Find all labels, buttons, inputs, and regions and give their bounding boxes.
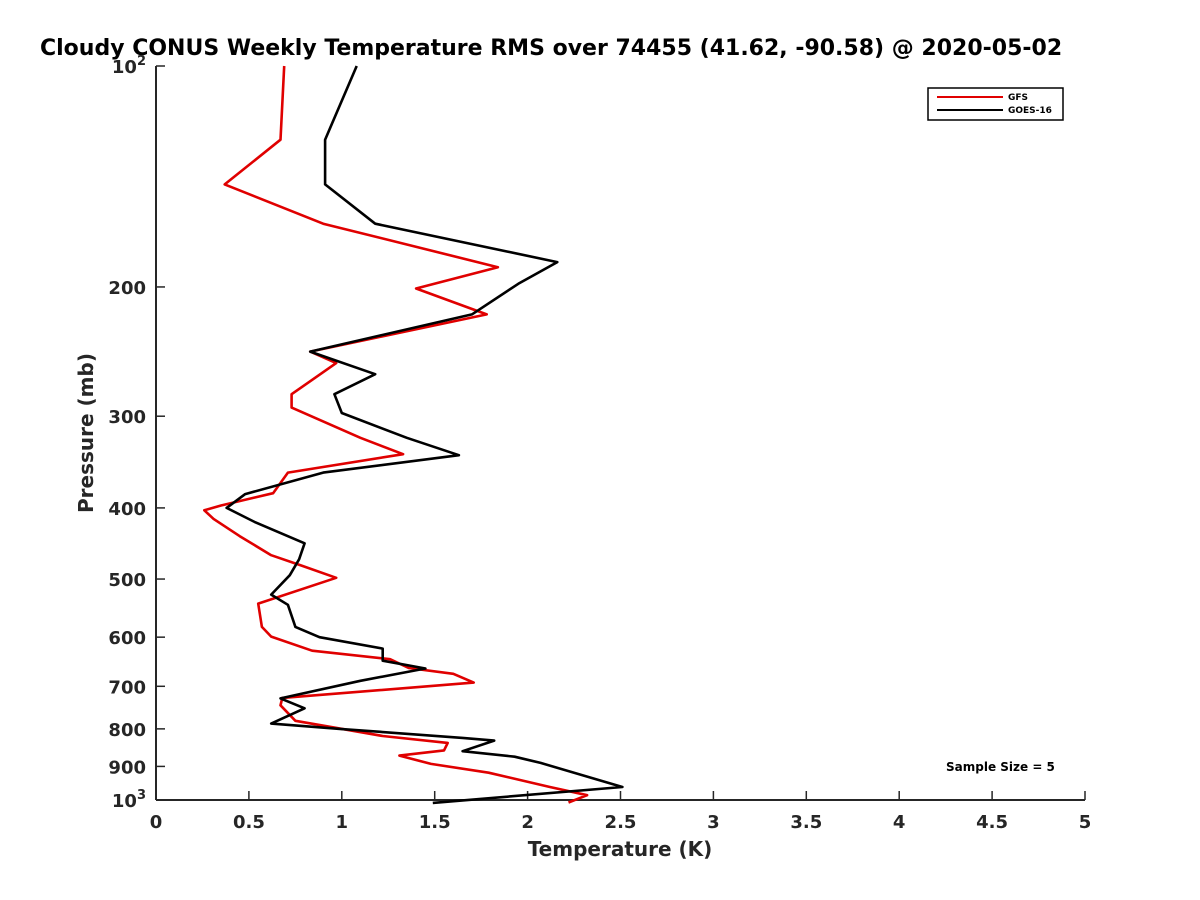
legend-box (927, 87, 1064, 121)
x-tick-label: 2 (521, 812, 534, 833)
series-line-goes16 (225, 65, 624, 805)
y-tick-label: 200 (108, 278, 146, 299)
x-axis-label: Temperature (K) (528, 837, 713, 861)
x-tick-label: 0 (150, 812, 163, 833)
y-tick-label: 500 (108, 570, 146, 591)
y-axis-ticks: 102 200 300 400 500 600 700 800 900 103 (108, 54, 165, 812)
x-tick-label: 1.5 (419, 812, 451, 833)
y-tick-label: 102 (112, 54, 146, 78)
x-tick-label: 1 (336, 812, 349, 833)
legend: GFS GOES-16 (927, 87, 1064, 121)
y-tick-label: 900 (108, 757, 146, 778)
x-tick-label: 3 (707, 812, 720, 833)
legend-label-goes16: GOES-16 (1008, 106, 1052, 116)
y-tick-label: 400 (108, 499, 146, 520)
legend-label-gfs: GFS (1008, 93, 1028, 103)
x-tick-label: 4 (893, 812, 906, 833)
x-tick-label: 4.5 (976, 812, 1008, 833)
series-group (203, 65, 624, 805)
x-tick-label: 5 (1079, 812, 1092, 833)
y-tick-label: 800 (108, 720, 146, 741)
x-tick-label: 2.5 (605, 812, 637, 833)
y-axis-label: Pressure (mb) (74, 353, 98, 513)
y-tick-label: 600 (108, 628, 146, 649)
x-axis-ticks: 0 0.5 1 1.5 2 2.5 3 3.5 4 4.5 5 (150, 791, 1092, 833)
x-tick-label: 3.5 (790, 812, 822, 833)
sample-size-annotation: Sample Size = 5 (946, 760, 1055, 774)
y-tick-label: 700 (108, 677, 146, 698)
y-tick-label: 300 (108, 407, 146, 428)
chart-title: Cloudy CONUS Weekly Temperature RMS over… (40, 36, 1062, 61)
y-tick-label: 103 (112, 788, 146, 812)
x-tick-label: 0.5 (233, 812, 265, 833)
